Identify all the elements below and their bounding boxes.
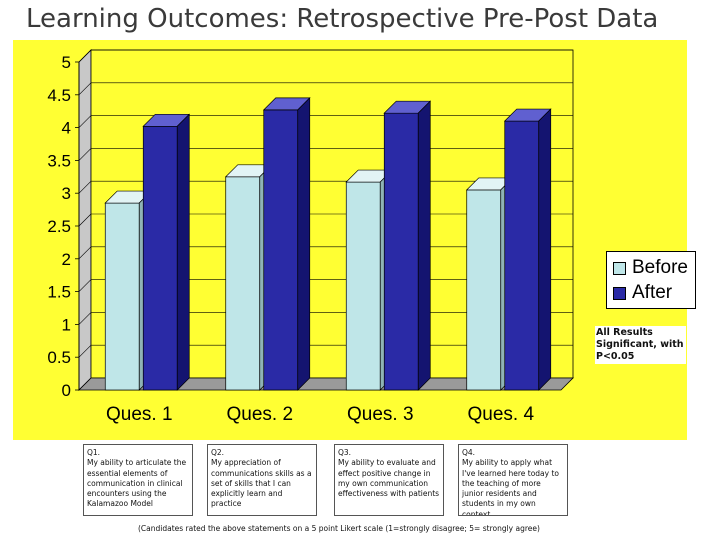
y-tick-label: 1.5: [47, 283, 71, 302]
bar-after-4: [504, 120, 540, 391]
y-tick-label: 2: [62, 250, 71, 269]
y-tick-label: 4: [62, 119, 71, 138]
gridline-side: [78, 49, 92, 63]
gridline-side: [78, 115, 92, 128]
y-tick-label: 5: [62, 53, 71, 72]
gridline-side: [78, 213, 92, 227]
question-text: My ability to apply what I've learned he…: [462, 458, 559, 516]
question-text: My ability to articulate the essential e…: [87, 458, 187, 509]
gridline-side: [78, 180, 92, 194]
bar-after-2: [263, 109, 299, 391]
question-text: My ability to evaluate and effect positi…: [338, 458, 440, 499]
x-tick-label: Ques. 3: [347, 404, 414, 425]
gridline-side: [78, 279, 92, 292]
bar-after-1: [142, 125, 178, 391]
page-title: Learning Outcomes: Retrospective Pre-Pos…: [26, 4, 659, 34]
question-id: Q1.: [87, 448, 101, 457]
bar-after-side-1: [176, 113, 190, 391]
question-text: My appreciation of communications skills…: [211, 458, 312, 509]
bar-chart: 0 0.5 1 1.5 2 2.5 3 3.5 4 4.5 5 Ques. 1 Ques. 2 Ques.…: [47, 49, 574, 425]
legend-label-before: Before: [632, 257, 688, 278]
x-tick-label: Ques. 1: [106, 404, 173, 425]
bar-before-1: [104, 202, 140, 391]
gridline-side: [78, 246, 92, 260]
legend-swatch-before: [613, 261, 626, 275]
bar-before-4: [466, 189, 502, 391]
bar-after-3: [383, 112, 419, 391]
bar-before-2: [225, 176, 261, 391]
y-tick-label: 1: [62, 315, 71, 334]
gridline-side: [78, 148, 92, 161]
significance-note: All Results Significant, with P<0.05: [595, 326, 686, 364]
question-id: Q2.: [211, 448, 225, 457]
x-tick-label: Ques. 4: [467, 404, 534, 425]
bar-after-side-3: [417, 100, 431, 391]
question-id: Q3.: [338, 448, 352, 457]
legend-item-before: Before: [613, 257, 688, 279]
x-tick-label: Ques. 2: [226, 404, 293, 425]
question-box-4: Q4. My ability to apply what I've learne…: [458, 444, 568, 516]
y-tick-label: 0.5: [47, 348, 71, 367]
y-tick-label: 2.5: [47, 217, 71, 236]
legend-item-after: After: [613, 282, 672, 304]
gridline-side: [78, 82, 92, 96]
bar-before-3: [345, 181, 381, 391]
chart-panel: 0 0.5 1 1.5 2 2.5 3 3.5 4 4.5 5 Ques. 1 Ques. 2 Ques.…: [13, 40, 696, 440]
y-tick-label: 3: [62, 184, 71, 203]
question-box-3: Q3. My ability to evaluate and effect po…: [334, 444, 444, 516]
y-tick-label: 3.5: [47, 151, 71, 170]
gridline-side: [78, 344, 92, 358]
bar-after-side-4: [538, 108, 552, 391]
footnote: (Candidates rated the above statements o…: [138, 524, 540, 533]
question-id: Q4.: [462, 448, 476, 457]
bar-after-side-2: [297, 97, 311, 391]
question-box-1: Q1. My ability to articulate the essenti…: [83, 444, 193, 516]
question-box-2: Q2. My appreciation of communications sk…: [207, 444, 317, 516]
legend-swatch-after: [613, 286, 626, 300]
chart-legend: Before After: [606, 251, 696, 309]
gridline-side: [78, 312, 92, 325]
y-tick-label: 0: [62, 381, 71, 400]
y-tick-label: 4.5: [47, 86, 71, 105]
legend-label-after: After: [632, 282, 673, 303]
